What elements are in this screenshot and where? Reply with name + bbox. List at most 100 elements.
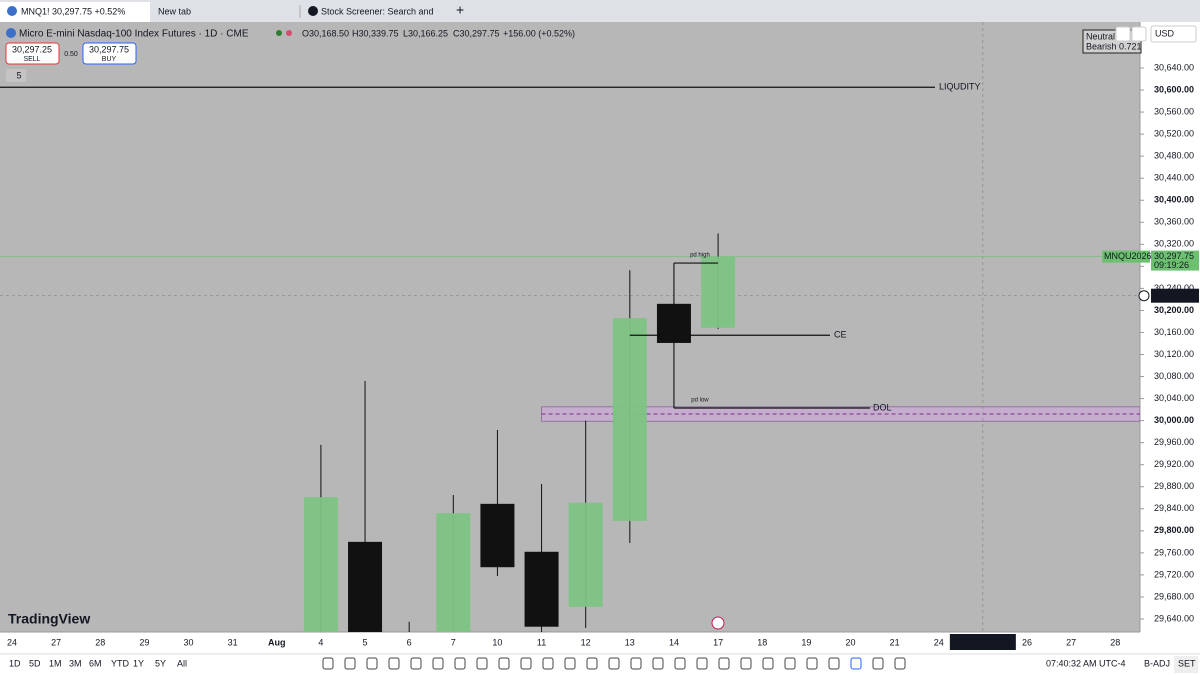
x-tick-label: 28 bbox=[95, 637, 105, 647]
sell-button[interactable] bbox=[5, 42, 60, 65]
y-tick-label: 30,320.00 bbox=[1154, 239, 1194, 249]
tool-icon[interactable] bbox=[498, 657, 510, 670]
range-button[interactable]: 3M bbox=[69, 658, 82, 668]
tool-icon[interactable] bbox=[366, 657, 378, 670]
x-tick-label: 12 bbox=[581, 637, 591, 647]
tool-icon[interactable] bbox=[564, 657, 576, 670]
tool-icon[interactable] bbox=[762, 657, 774, 670]
tool-icon[interactable] bbox=[872, 657, 884, 670]
annotation-label: pd high bbox=[690, 253, 710, 259]
tool-icon[interactable] bbox=[344, 657, 356, 670]
range-button[interactable]: 5D bbox=[29, 658, 41, 668]
x-tick-label: 26 bbox=[1022, 637, 1032, 647]
x-tick-label: 27 bbox=[1066, 637, 1076, 647]
tool-icon[interactable] bbox=[432, 657, 444, 670]
annotation-label: pd low bbox=[691, 398, 709, 404]
tool-icon[interactable] bbox=[630, 657, 642, 670]
tool-icon[interactable] bbox=[696, 657, 708, 670]
session-toggle[interactable]: SET bbox=[1178, 658, 1196, 668]
candle-body bbox=[436, 513, 471, 632]
indicator-count[interactable]: 5 bbox=[16, 70, 21, 80]
tab-title[interactable]: Stock Screener: Search and bbox=[321, 6, 434, 16]
sell-label[interactable]: SELL bbox=[23, 56, 40, 63]
ohlc-low: L30,166.25 bbox=[403, 28, 448, 38]
event-icon[interactable] bbox=[711, 616, 725, 630]
x-tick-label: Aug bbox=[268, 637, 286, 647]
range-button[interactable]: YTD bbox=[111, 658, 130, 668]
range-button[interactable]: 6M bbox=[89, 658, 102, 668]
x-tick-label: 14 bbox=[669, 637, 679, 647]
y-tick-label: 30,240.00 bbox=[1154, 283, 1194, 293]
buy-price[interactable]: 30,297.75 bbox=[89, 44, 129, 54]
range-button[interactable]: 5Y bbox=[155, 658, 166, 668]
tab-title[interactable]: New tab bbox=[158, 6, 191, 16]
y-tick-label: 30,080.00 bbox=[1154, 371, 1194, 381]
range-button[interactable]: 1Y bbox=[133, 658, 144, 668]
tool-icon[interactable] bbox=[828, 657, 840, 670]
tool-icon[interactable] bbox=[454, 657, 466, 670]
adjust-toggle[interactable]: B-ADJ bbox=[1144, 658, 1170, 668]
candle-body bbox=[303, 497, 338, 632]
spread: 0.50 bbox=[64, 51, 78, 58]
tool-icon[interactable] bbox=[652, 657, 664, 670]
tool-icon[interactable] bbox=[806, 657, 818, 670]
buy-button[interactable] bbox=[82, 42, 137, 65]
sell-price[interactable]: 30,297.25 bbox=[12, 44, 52, 54]
y-tick-label: 29,960.00 bbox=[1154, 437, 1194, 447]
tool-icon[interactable] bbox=[520, 657, 532, 670]
y-tick-label: 30,120.00 bbox=[1154, 349, 1194, 359]
price-badge bbox=[1151, 250, 1199, 271]
x-tick-label: 28 bbox=[1110, 637, 1120, 647]
tab-title[interactable]: MNQ1! 30,297.75 +0.52% bbox=[21, 6, 125, 16]
y-tick-label: 30,480.00 bbox=[1154, 151, 1194, 161]
tool-icon[interactable] bbox=[388, 657, 400, 670]
tool-icon[interactable] bbox=[542, 657, 554, 670]
x-tick-label: 24 bbox=[934, 637, 944, 647]
y-tick-label: 29,920.00 bbox=[1154, 459, 1194, 469]
range-button[interactable]: 1M bbox=[49, 658, 62, 668]
tool-icon[interactable] bbox=[718, 657, 730, 670]
ohlc-open: O30,168.50 bbox=[302, 28, 349, 38]
scroll-button[interactable] bbox=[1115, 26, 1131, 42]
tool-icon[interactable] bbox=[784, 657, 796, 670]
price-badge-countdown: 09:19:26 bbox=[1154, 260, 1189, 270]
tool-icon[interactable] bbox=[850, 657, 862, 670]
refresh-button[interactable] bbox=[1131, 26, 1147, 42]
x-tick-label: 6 bbox=[407, 637, 412, 647]
time-axis bbox=[0, 632, 1200, 654]
session-bg bbox=[1174, 656, 1198, 673]
clock: 07:40:32 AM UTC-4 bbox=[1046, 658, 1126, 668]
tool-icon[interactable] bbox=[674, 657, 686, 670]
y-tick-label: 29,800.00 bbox=[1154, 525, 1194, 535]
y-tick-label: 30,000.00 bbox=[1154, 415, 1194, 425]
range-button[interactable]: All bbox=[177, 658, 187, 668]
x-tick-label: 18 bbox=[757, 637, 767, 647]
new-tab[interactable]: + bbox=[456, 2, 464, 18]
tool-icon[interactable] bbox=[894, 657, 906, 670]
tool-icon[interactable] bbox=[322, 657, 334, 670]
annotation-label: CE bbox=[834, 330, 847, 340]
price-axis bbox=[1140, 22, 1200, 632]
currency[interactable]: USD bbox=[1155, 28, 1175, 38]
symbol-title: Micro E-mini Nasdaq-100 Index Futures · … bbox=[19, 29, 249, 40]
indicator-toggle[interactable] bbox=[6, 69, 26, 82]
buy-label[interactable]: BUY bbox=[102, 56, 117, 63]
tool-icon[interactable] bbox=[476, 657, 488, 670]
sentiment-value: Bearish 0.721 bbox=[1086, 41, 1142, 51]
symbol-badge bbox=[1102, 250, 1150, 263]
x-tick-label: 7 bbox=[451, 637, 456, 647]
range-button[interactable]: 1D bbox=[9, 658, 21, 668]
logo: TradingView bbox=[8, 611, 90, 627]
x-tick-label: 21 bbox=[890, 637, 900, 647]
ohlc-close: C30,297.75 bbox=[453, 28, 500, 38]
candle-body bbox=[480, 503, 515, 568]
tool-icon[interactable] bbox=[586, 657, 598, 670]
crosshair-plus bbox=[1138, 290, 1150, 302]
tool-icon[interactable] bbox=[608, 657, 620, 670]
y-tick-label: 29,640.00 bbox=[1154, 613, 1194, 623]
tool-icon[interactable] bbox=[740, 657, 752, 670]
candle-body bbox=[612, 318, 647, 521]
tool-icon[interactable] bbox=[410, 657, 422, 670]
currency-select[interactable] bbox=[1150, 25, 1197, 43]
tab[interactable] bbox=[0, 2, 150, 22]
